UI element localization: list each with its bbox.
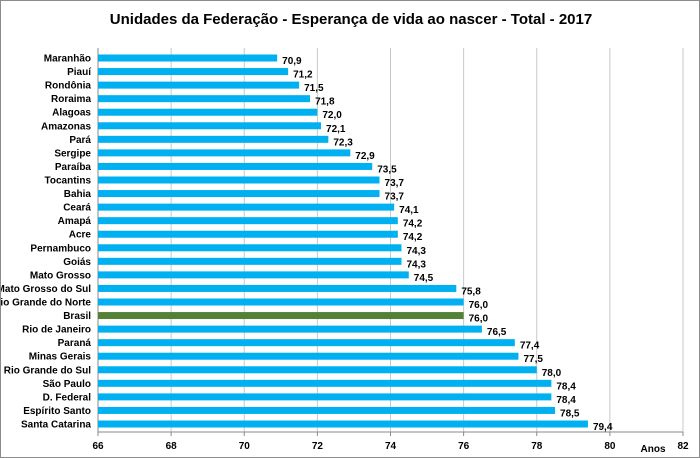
data-label: 74,2 bbox=[403, 232, 423, 243]
x-tick-label: 76 bbox=[458, 441, 470, 452]
bar-cear- bbox=[98, 203, 395, 211]
bar-sergipe bbox=[98, 149, 351, 157]
data-label: 78,0 bbox=[542, 368, 562, 379]
bar-rond-nia bbox=[98, 81, 300, 89]
category-label: Paraná bbox=[58, 338, 92, 349]
data-label: 75,8 bbox=[461, 286, 481, 297]
category-label: Minas Gerais bbox=[29, 352, 92, 363]
data-label: 72,9 bbox=[355, 151, 375, 162]
x-tick-label: 68 bbox=[166, 441, 178, 452]
category-label: Goiás bbox=[63, 257, 91, 268]
bar-santa-catarina bbox=[98, 420, 588, 428]
data-label: 71,2 bbox=[293, 70, 313, 81]
category-label: Brasil bbox=[63, 311, 91, 322]
bar-brasil bbox=[98, 312, 464, 320]
data-label: 72,3 bbox=[333, 137, 353, 148]
bar-amazonas bbox=[98, 122, 322, 130]
category-label: Pernambuco bbox=[30, 243, 91, 254]
category-label: D. Federal bbox=[43, 392, 92, 403]
category-label: Rio Grande do Norte bbox=[1, 298, 91, 309]
bar-mato-grosso-do-sul bbox=[98, 284, 457, 292]
category-label: Alagoas bbox=[52, 108, 91, 119]
bar-para-ba bbox=[98, 162, 373, 170]
bar-roraima bbox=[98, 95, 311, 103]
data-label: 74,1 bbox=[399, 205, 419, 216]
data-label: 78,4 bbox=[556, 395, 576, 406]
category-label: Rondônia bbox=[45, 81, 92, 92]
bar-par- bbox=[98, 135, 329, 143]
bar-rio-grande-do-sul bbox=[98, 366, 537, 374]
x-axis-label: Anos bbox=[641, 444, 666, 455]
data-label: 78,5 bbox=[560, 408, 580, 419]
bar-alagoas bbox=[98, 108, 318, 116]
data-label: 73,7 bbox=[385, 192, 405, 203]
category-label: Rio Grande do Sul bbox=[4, 365, 91, 376]
data-label: 70,9 bbox=[282, 56, 302, 67]
bar-goi-s bbox=[98, 257, 402, 265]
bar-paran- bbox=[98, 339, 515, 347]
bar-amap- bbox=[98, 217, 398, 225]
data-label: 74,5 bbox=[414, 273, 434, 284]
bar-mato-grosso bbox=[98, 271, 409, 279]
category-label: Piauí bbox=[67, 67, 92, 78]
category-label: Mato Grosso bbox=[30, 270, 91, 281]
category-label: Acre bbox=[69, 230, 92, 241]
bar-bahia bbox=[98, 190, 380, 198]
data-label: 78,4 bbox=[556, 381, 576, 392]
data-label: 73,5 bbox=[377, 164, 397, 175]
data-label: 76,0 bbox=[469, 300, 489, 311]
bar-rio-grande-do-norte bbox=[98, 298, 464, 306]
x-tick-label: 66 bbox=[92, 441, 104, 452]
category-label: Rio de Janeiro bbox=[22, 325, 91, 336]
x-tick-label: 82 bbox=[677, 441, 689, 452]
bar-piau- bbox=[98, 68, 289, 76]
data-label: 71,8 bbox=[315, 97, 335, 108]
bar-pernambuco bbox=[98, 244, 402, 252]
category-label: Maranhão bbox=[44, 54, 91, 65]
data-label: 74,3 bbox=[406, 246, 426, 257]
data-label: 72,1 bbox=[326, 124, 346, 135]
category-label: São Paulo bbox=[43, 379, 91, 390]
category-label: Santa Catarina bbox=[21, 420, 91, 431]
bar-acre bbox=[98, 230, 398, 238]
data-label: 77,4 bbox=[520, 341, 540, 352]
category-label: Tocantins bbox=[45, 176, 92, 187]
category-label: Espírito Santo bbox=[23, 406, 91, 417]
data-label: 79,4 bbox=[593, 422, 613, 433]
data-label: 77,5 bbox=[523, 354, 543, 365]
x-tick-label: 74 bbox=[385, 441, 397, 452]
chart-title: Unidades da Federação - Esperança de vid… bbox=[109, 11, 593, 28]
category-label: Roraima bbox=[51, 94, 91, 105]
data-label: 72,0 bbox=[322, 110, 342, 121]
category-label: Bahia bbox=[64, 189, 92, 200]
x-tick-label: 78 bbox=[531, 441, 543, 452]
x-tick-label: 70 bbox=[239, 441, 251, 452]
category-label: Sergipe bbox=[54, 148, 91, 159]
bar-s-o-paulo bbox=[98, 379, 552, 387]
category-label: Pará bbox=[69, 135, 91, 146]
data-label: 73,7 bbox=[385, 178, 405, 189]
data-label: 76,0 bbox=[469, 314, 489, 325]
bar-d-federal bbox=[98, 393, 552, 401]
data-label: 76,5 bbox=[487, 327, 507, 338]
data-label: 74,2 bbox=[403, 219, 423, 230]
category-label: Amapá bbox=[58, 216, 92, 227]
bar-maranh-o bbox=[98, 54, 278, 62]
data-label: 74,3 bbox=[406, 259, 426, 270]
x-tick-label: 80 bbox=[604, 441, 616, 452]
bar-tocantins bbox=[98, 176, 380, 184]
category-label: Mato Grosso do Sul bbox=[1, 284, 91, 295]
category-label: Paraíba bbox=[55, 162, 92, 173]
data-label: 71,5 bbox=[304, 83, 324, 94]
category-label: Ceará bbox=[63, 203, 91, 214]
x-tick-label: 72 bbox=[312, 441, 324, 452]
bar-rio-de-janeiro bbox=[98, 325, 482, 333]
category-label: Amazonas bbox=[41, 121, 91, 132]
bar-minas-gerais bbox=[98, 352, 519, 360]
bar-esp-rito-santo bbox=[98, 406, 556, 414]
